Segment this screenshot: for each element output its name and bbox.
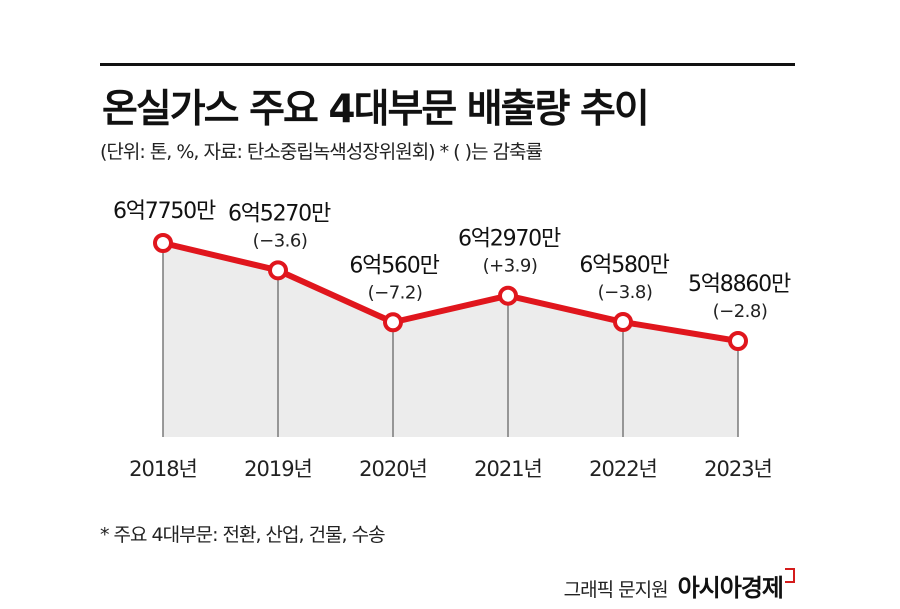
brand-name: 아시아경제 [677,574,784,602]
data-points [153,233,748,351]
graphic-credit: 그래픽 문지원 [563,579,669,601]
value-label: 6억560만 [349,253,439,278]
data-point [383,312,403,333]
data-point [498,285,518,306]
data-point [153,233,173,253]
series-line-layer [160,240,741,344]
x-tick-label: 2022년 [589,457,657,481]
x-tick-label: 2021년 [474,457,542,481]
chart-title: 온실가스 주요 4대부문 배출량 추이 [102,87,650,132]
x-tick-label: 2023년 [704,457,772,481]
change-label: (−2.8) [713,301,768,322]
data-labels: 6억7750만 6억5270만 (−3.6) 6억560만 (−7.2) 6억2970만 (… [113,199,792,322]
value-label: 6억7750만 [113,199,216,224]
brand-logo: 아시아경제 [678,568,795,603]
change-label: (−3.8) [598,282,653,303]
footnote: * 주요 4대부문: 전환, 산업, 건물, 수송 [100,524,386,546]
value-label: 5억8860만 [688,272,791,297]
value-label: 6억2970만 [458,227,561,252]
data-point [268,260,288,281]
data-point [728,331,748,351]
x-tick-label: 2018년 [129,457,197,481]
drop-lines [162,243,739,437]
change-label: (−7.2) [368,282,423,303]
change-label: (+3.9) [483,256,538,277]
x-axis: 2018년 2019년 2020년 2021년 2022년 2023년 [129,457,773,481]
credit: 그래픽 문지원 아시아경제 [564,568,795,603]
area-fill [163,243,738,437]
data-point [613,312,633,333]
brand-mark-icon [785,568,795,583]
x-tick-label: 2020년 [359,457,427,481]
area-layer [163,243,738,437]
series-line [160,240,741,344]
x-tick-label: 2019년 [244,457,312,481]
chart-subtitle: (단위: 톤, %, 자료: 탄소중립녹색성장위원회) * ( )는 감축률 [100,141,543,163]
value-label: 6억580만 [579,253,669,278]
top-rule [100,63,795,66]
value-label: 6억5270만 [228,201,331,226]
change-label: (−3.6) [253,230,308,251]
